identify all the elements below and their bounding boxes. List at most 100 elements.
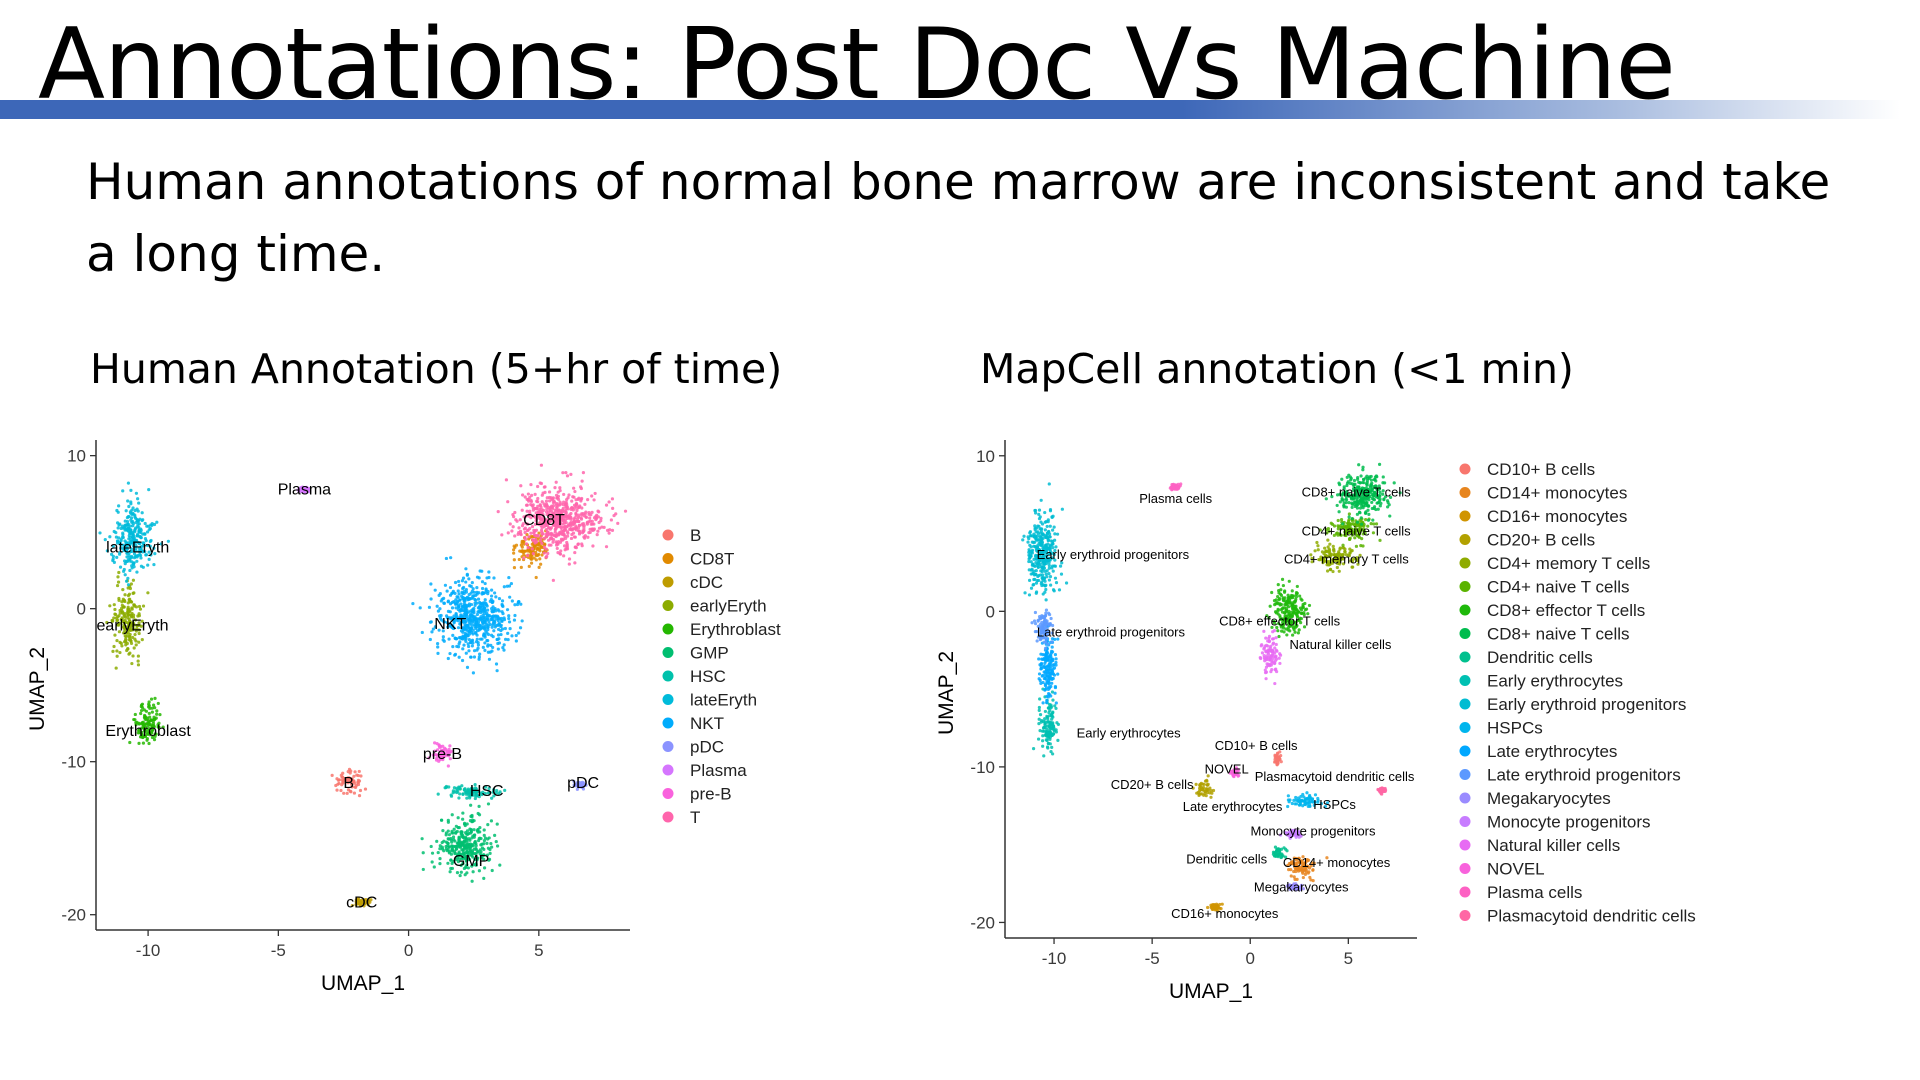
data-point bbox=[537, 565, 541, 569]
data-point bbox=[459, 870, 463, 874]
data-point bbox=[427, 756, 431, 760]
data-point bbox=[153, 706, 157, 710]
data-point bbox=[1280, 855, 1284, 859]
data-point bbox=[122, 614, 127, 618]
data-point bbox=[1266, 662, 1271, 666]
data-point bbox=[561, 506, 565, 510]
data-point bbox=[498, 863, 502, 867]
data-point bbox=[1051, 721, 1055, 725]
data-point bbox=[1296, 831, 1300, 835]
data-point bbox=[476, 643, 481, 647]
data-point bbox=[507, 614, 511, 618]
data-point bbox=[1031, 747, 1036, 751]
data-point bbox=[1042, 670, 1046, 674]
data-point bbox=[470, 843, 474, 847]
series-late-erythroid-progenitors bbox=[1030, 608, 1055, 651]
data-point bbox=[518, 518, 522, 522]
data-point bbox=[105, 620, 109, 625]
data-point bbox=[1323, 804, 1328, 809]
data-point bbox=[464, 567, 468, 571]
data-point bbox=[525, 509, 529, 513]
data-point bbox=[1047, 552, 1052, 556]
data-point bbox=[127, 609, 131, 614]
data-point bbox=[1360, 502, 1364, 506]
data-point bbox=[1043, 646, 1048, 651]
data-point bbox=[1373, 492, 1378, 496]
data-point bbox=[437, 755, 441, 759]
data-point bbox=[143, 734, 147, 738]
data-point bbox=[1203, 789, 1208, 794]
data-point bbox=[471, 607, 475, 612]
data-point bbox=[539, 463, 544, 467]
data-point bbox=[435, 756, 439, 760]
data-point bbox=[1277, 656, 1281, 660]
cluster-label-pdc: pDC bbox=[567, 775, 599, 792]
data-point bbox=[1291, 633, 1295, 637]
y-tick-label: -10 bbox=[970, 758, 995, 777]
data-point bbox=[339, 788, 343, 793]
data-point bbox=[469, 584, 473, 588]
data-point bbox=[482, 857, 486, 861]
data-point bbox=[1041, 744, 1045, 748]
data-point bbox=[481, 601, 485, 605]
data-point bbox=[1341, 492, 1345, 496]
data-point bbox=[470, 623, 474, 627]
data-point bbox=[561, 529, 565, 533]
data-point bbox=[137, 542, 142, 546]
data-point bbox=[1375, 488, 1379, 492]
data-point bbox=[429, 844, 433, 849]
data-point bbox=[453, 580, 458, 585]
data-point bbox=[1032, 535, 1036, 539]
data-point bbox=[1053, 653, 1058, 657]
data-point bbox=[536, 500, 540, 504]
data-point bbox=[1343, 530, 1347, 534]
data-point bbox=[558, 516, 562, 521]
data-point bbox=[140, 702, 145, 706]
data-point bbox=[153, 552, 157, 556]
data-point bbox=[136, 654, 140, 658]
data-point bbox=[1273, 760, 1277, 764]
data-point bbox=[429, 597, 433, 601]
data-point bbox=[487, 614, 492, 618]
data-point bbox=[547, 543, 551, 547]
data-point bbox=[535, 517, 539, 521]
data-point bbox=[538, 549, 542, 553]
data-point bbox=[587, 531, 591, 535]
data-point bbox=[438, 745, 442, 749]
data-point bbox=[357, 779, 362, 783]
data-point bbox=[449, 793, 453, 797]
data-point bbox=[605, 528, 610, 532]
data-point bbox=[506, 531, 510, 535]
data-point bbox=[483, 791, 487, 796]
data-point bbox=[453, 851, 457, 856]
data-point bbox=[1277, 597, 1282, 601]
data-point bbox=[151, 703, 156, 707]
data-point bbox=[1036, 737, 1041, 741]
data-point bbox=[1345, 483, 1349, 488]
data-point bbox=[1036, 619, 1040, 623]
data-point bbox=[1284, 602, 1288, 606]
data-point bbox=[140, 638, 144, 642]
data-point bbox=[141, 725, 145, 730]
data-point bbox=[470, 639, 474, 643]
data-point bbox=[1383, 495, 1388, 499]
data-point bbox=[1050, 745, 1054, 749]
data-point bbox=[576, 785, 580, 789]
data-point bbox=[1264, 636, 1268, 640]
data-point bbox=[491, 790, 495, 794]
data-point bbox=[555, 496, 559, 500]
data-point bbox=[478, 626, 482, 630]
data-point bbox=[462, 627, 466, 631]
data-point bbox=[124, 579, 129, 583]
data-point bbox=[1040, 657, 1044, 661]
data-point bbox=[1364, 510, 1368, 514]
data-point bbox=[126, 522, 130, 526]
data-point bbox=[1360, 489, 1365, 493]
data-point bbox=[490, 588, 494, 592]
data-point bbox=[1299, 859, 1303, 863]
data-point bbox=[1288, 832, 1292, 836]
data-point bbox=[513, 534, 517, 538]
data-point bbox=[135, 559, 139, 563]
data-point bbox=[1044, 640, 1048, 644]
